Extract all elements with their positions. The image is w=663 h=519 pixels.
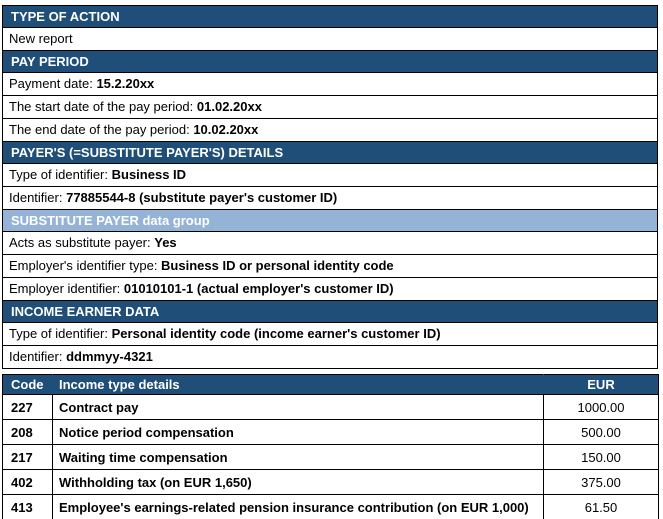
field-cell: New report bbox=[2, 27, 658, 51]
field-label: Identifier: bbox=[9, 190, 67, 205]
table-row: 217 Waiting time compensation 150.00 bbox=[2, 444, 659, 470]
field-cell: Type of identifier: Personal identity co… bbox=[2, 322, 658, 346]
income-types-table: Code Income type details EUR 227 Contrac… bbox=[2, 374, 659, 519]
field-value: ddmmyy-4321 bbox=[66, 349, 153, 364]
table-row: 413 Employee's earnings-related pension … bbox=[2, 494, 659, 519]
field-label: New report bbox=[9, 31, 73, 46]
table-row: Identifier: ddmmyy-4321 bbox=[2, 345, 658, 369]
field-cell: Employer's identifier type: Business ID … bbox=[2, 254, 658, 278]
field-label: Identifier: bbox=[9, 349, 67, 364]
section-header-row: PAY PERIOD bbox=[2, 50, 658, 73]
field-value: Business ID bbox=[111, 167, 187, 182]
field-label: The start date of the pay period: bbox=[9, 99, 197, 114]
field-label: Employer's identifier type: bbox=[9, 258, 162, 273]
income-type-details: Employee's earnings-related pension insu… bbox=[52, 494, 544, 519]
table-row: Acts as substitute payer: Yes bbox=[2, 231, 658, 255]
report-details-table: TYPE OF ACTION New report PAY PERIOD Pay… bbox=[2, 5, 658, 369]
income-code: 402 bbox=[2, 469, 53, 495]
table-row: Type of identifier: Business ID bbox=[2, 163, 658, 187]
income-amount: 500.00 bbox=[543, 419, 659, 445]
field-label: Type of identifier: bbox=[9, 167, 112, 182]
table-row: 208 Notice period compensation 500.00 bbox=[2, 419, 659, 445]
field-label: Payment date: bbox=[9, 76, 97, 91]
income-code: 208 bbox=[2, 419, 53, 445]
field-value: 77885544-8 (substitute payer's customer … bbox=[66, 190, 338, 205]
table-row: 402 Withholding tax (on EUR 1,650) 375.0… bbox=[2, 469, 659, 495]
field-label: Type of identifier: bbox=[9, 326, 112, 341]
section-header-row: TYPE OF ACTION bbox=[2, 5, 658, 28]
income-table-header-row: Code Income type details EUR bbox=[2, 374, 659, 395]
table-row: Employer identifier: 01010101-1 (actual … bbox=[2, 277, 658, 301]
income-type-details: Withholding tax (on EUR 1,650) bbox=[52, 469, 544, 495]
income-type-details: Waiting time compensation bbox=[52, 444, 544, 470]
income-amount: 150.00 bbox=[543, 444, 659, 470]
table-row: The end date of the pay period: 10.02.20… bbox=[2, 118, 658, 142]
section-header-type-of-action: TYPE OF ACTION bbox=[2, 5, 658, 28]
income-code: 227 bbox=[2, 394, 53, 420]
income-amount: 1000.00 bbox=[543, 394, 659, 420]
income-amount: 375.00 bbox=[543, 469, 659, 495]
table-row: Type of identifier: Personal identity co… bbox=[2, 322, 658, 346]
field-cell: Identifier: ddmmyy-4321 bbox=[2, 345, 658, 369]
income-amount: 61.50 bbox=[543, 494, 659, 519]
section-header-row: INCOME EARNER DATA bbox=[2, 300, 658, 323]
field-value: 15.2.20xx bbox=[96, 76, 155, 91]
column-header-income-type-details: Income type details bbox=[52, 374, 544, 395]
field-value: Business ID or personal identity code bbox=[161, 258, 394, 273]
field-value: Yes bbox=[154, 235, 177, 250]
income-code: 413 bbox=[2, 494, 53, 519]
column-header-code: Code bbox=[2, 374, 53, 395]
field-label: Acts as substitute payer: bbox=[9, 235, 155, 250]
field-label: The end date of the pay period: bbox=[9, 122, 194, 137]
field-cell: The start date of the pay period: 01.02.… bbox=[2, 95, 658, 119]
section-header-substitute-payer: SUBSTITUTE PAYER data group bbox=[2, 209, 658, 232]
income-type-details: Notice period compensation bbox=[52, 419, 544, 445]
section-header-income-earner-data: INCOME EARNER DATA bbox=[2, 300, 658, 323]
field-cell: Acts as substitute payer: Yes bbox=[2, 231, 658, 255]
field-cell: Type of identifier: Business ID bbox=[2, 163, 658, 187]
field-value: 01010101-1 (actual employer's customer I… bbox=[123, 281, 394, 296]
table-row: Payment date: 15.2.20xx bbox=[2, 72, 658, 96]
table-row: New report bbox=[2, 27, 658, 51]
table-row: 227 Contract pay 1000.00 bbox=[2, 394, 659, 420]
field-value: Personal identity code (income earner's … bbox=[111, 326, 441, 341]
section-header-row: PAYER'S (=SUBSTITUTE PAYER'S) DETAILS bbox=[2, 141, 658, 164]
table-row: Employer's identifier type: Business ID … bbox=[2, 254, 658, 278]
field-cell: Payment date: 15.2.20xx bbox=[2, 72, 658, 96]
field-value: 01.02.20xx bbox=[196, 99, 262, 114]
column-header-eur: EUR bbox=[543, 374, 659, 395]
field-cell: Identifier: 77885544-8 (substitute payer… bbox=[2, 186, 658, 210]
field-label: Employer identifier: bbox=[9, 281, 124, 296]
table-row: The start date of the pay period: 01.02.… bbox=[2, 95, 658, 119]
field-cell: Employer identifier: 01010101-1 (actual … bbox=[2, 277, 658, 301]
income-code: 217 bbox=[2, 444, 53, 470]
section-header-row: SUBSTITUTE PAYER data group bbox=[2, 209, 658, 232]
section-header-pay-period: PAY PERIOD bbox=[2, 50, 658, 73]
table-row: Identifier: 77885544-8 (substitute payer… bbox=[2, 186, 658, 210]
field-value: 10.02.20xx bbox=[193, 122, 259, 137]
income-type-details: Contract pay bbox=[52, 394, 544, 420]
section-header-payers-details: PAYER'S (=SUBSTITUTE PAYER'S) DETAILS bbox=[2, 141, 658, 164]
field-cell: The end date of the pay period: 10.02.20… bbox=[2, 118, 658, 142]
